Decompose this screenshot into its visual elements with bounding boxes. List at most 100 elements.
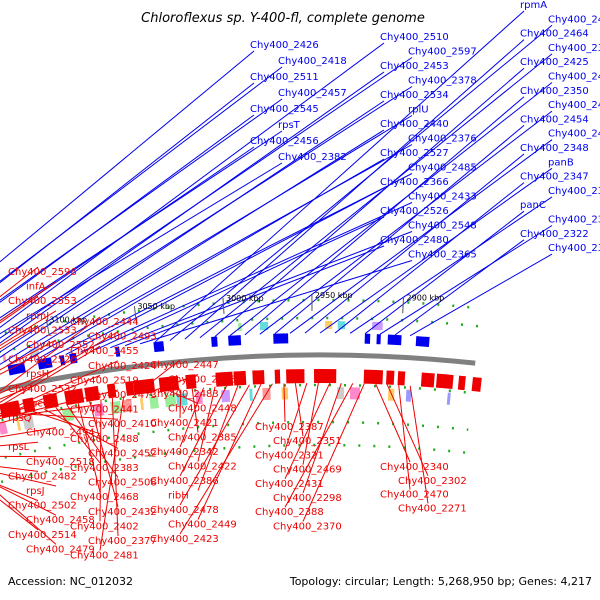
annotation-block	[149, 396, 159, 409]
gene-label-forward: Chy400_2511	[250, 72, 319, 83]
gene-label-forward: panC	[520, 200, 546, 211]
reverse-gene	[106, 383, 117, 399]
annotation-block	[175, 393, 188, 407]
reverse-gene	[84, 385, 100, 402]
leader-line	[294, 383, 304, 437]
leader-line	[191, 388, 199, 433]
gene-label-reverse: rpmJ	[26, 311, 49, 322]
gene-label-forward: Chy400_2457	[278, 88, 347, 99]
leader-line	[0, 130, 283, 319]
leader-line	[179, 384, 250, 506]
forward-gene	[211, 336, 218, 347]
leader-line	[284, 383, 354, 508]
leader-line	[0, 383, 39, 400]
leader-line	[0, 146, 255, 322]
gene-label-reverse: Chy400_2552	[26, 340, 95, 351]
gene-label-reverse: Chy400_2422	[168, 462, 237, 473]
leader-line	[0, 82, 255, 284]
gene-label-reverse: Chy400_2488	[70, 434, 139, 445]
leader-line	[197, 385, 239, 491]
leader-line	[284, 382, 331, 480]
forward-gene	[59, 354, 66, 366]
leader-line	[0, 42, 385, 329]
leader-line	[44, 408, 119, 449]
leader-line	[0, 486, 57, 516]
forward-gene	[7, 362, 26, 376]
gene-label-forward: Chy400_2425	[520, 57, 589, 68]
reverse-gene	[125, 380, 135, 396]
leader-line	[364, 210, 525, 335]
gene-label-reverse: Chy400_2340	[380, 462, 449, 473]
leader-line	[0, 360, 119, 415]
annotation-block	[249, 388, 253, 401]
gene-label-forward: Chy400_2322	[520, 229, 589, 240]
leader-line	[111, 397, 119, 537]
gene-label-reverse: Chy400_2387	[255, 422, 324, 433]
leader-line	[0, 50, 255, 263]
annotation-block	[2, 354, 7, 363]
reverse-gene	[435, 373, 454, 390]
leader-line	[0, 472, 57, 487]
leader-line	[89, 401, 119, 507]
gene-label-forward: Chy400_2378	[408, 76, 477, 87]
gene-label-forward: Chy400_2464	[520, 29, 589, 40]
gene-label-reverse: Chy400_2444	[70, 317, 139, 328]
leader-line	[375, 383, 411, 463]
leader-line	[284, 382, 308, 451]
leader-line	[179, 383, 273, 535]
gene-label-forward: Chy400_2324	[548, 243, 600, 254]
leader-line	[169, 24, 553, 341]
accession-text: Accession: NC_012032	[8, 575, 133, 588]
leader-line	[0, 100, 385, 358]
gene-label-forward: Chy400_2534	[380, 90, 449, 101]
reverse-gene	[132, 378, 156, 395]
leader-line	[379, 225, 553, 335]
gene-label-reverse: rpsQ	[8, 413, 32, 424]
gene-label-forward: Chy400_2362	[548, 43, 600, 54]
reverse-gene	[22, 397, 36, 414]
reverse-gene	[233, 370, 247, 386]
leader-line	[0, 331, 119, 403]
annotation-block	[139, 397, 145, 411]
leader-line	[0, 98, 283, 301]
gene-label-reverse: Chy400_2383	[70, 463, 139, 474]
gene-label-reverse: Chy400_2388	[255, 507, 324, 518]
gene-label-reverse: Chy400_2514	[8, 530, 77, 541]
leader-line	[21, 413, 119, 420]
annotation-block	[22, 415, 35, 430]
gene-label-reverse: Chy400_2377	[88, 536, 157, 547]
leader-line	[0, 466, 39, 472]
gene-label-forward: Chy400_2346	[548, 186, 600, 197]
leader-line	[124, 245, 385, 347]
leader-line	[398, 385, 411, 490]
gene-label-forward: Chy400_2365	[408, 250, 477, 261]
leader-line	[0, 374, 101, 417]
reverse-gene	[64, 388, 85, 406]
tick-label: 3100 kbp	[49, 315, 87, 324]
annotation-block	[337, 321, 346, 330]
genome-summary-text: Topology: circular; Length: 5,268,950 bp…	[289, 575, 592, 588]
leader-line	[0, 114, 255, 303]
annotation-block	[281, 387, 289, 400]
gene-label-forward: Chy400_2453	[380, 61, 449, 72]
forward-gene	[115, 346, 121, 357]
annotation-block	[221, 389, 231, 403]
leader-line	[99, 399, 102, 522]
gene-label-reverse: Chy400_2321	[255, 450, 324, 461]
leader-line	[0, 339, 57, 371]
gene-label-forward: Chy400_2440	[380, 119, 449, 130]
leader-line	[157, 388, 181, 393]
gene-label-forward: Chy400_2545	[250, 104, 319, 115]
gene-label-forward: Chy400_2348	[520, 143, 589, 154]
leader-line	[0, 115, 413, 365]
leader-line	[146, 374, 199, 394]
leader-line	[229, 82, 553, 337]
reverse-gene	[215, 371, 234, 387]
leader-line	[214, 67, 525, 338]
gene-label-reverse: Chy400_2351	[273, 436, 342, 447]
gene-label-reverse: Chy400_2423	[150, 534, 219, 545]
reverse-gene	[286, 369, 305, 384]
map-title: Chloroflexus sp. Y-400-fl, complete geno…	[141, 11, 425, 26]
gene-label-forward: Chy400_2461	[548, 72, 600, 83]
gene-label-reverse: Chy400_2458	[26, 515, 95, 526]
